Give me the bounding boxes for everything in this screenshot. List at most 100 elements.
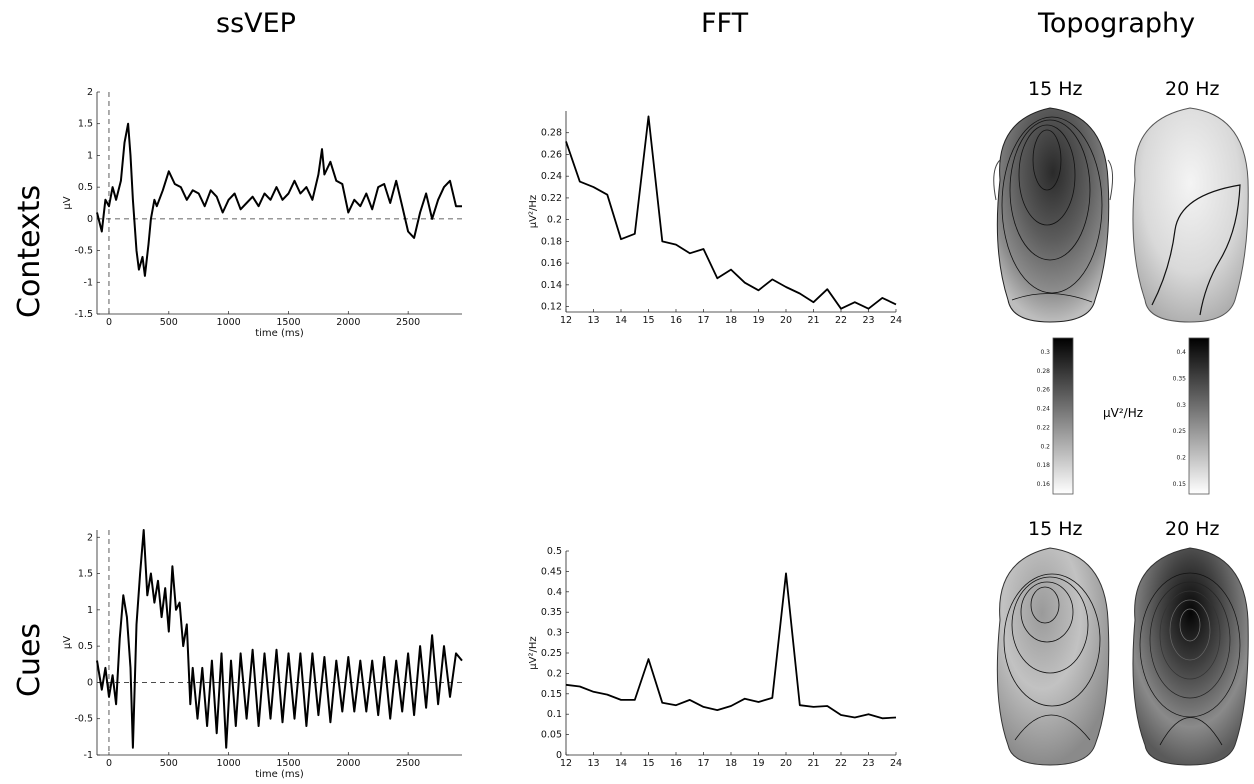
y-tick-label: -1 bbox=[84, 277, 93, 288]
y-tick-label: 0.18 bbox=[541, 236, 562, 247]
colorbar-tick-label: 0.35 bbox=[1173, 375, 1187, 382]
x-tick-label: 24 bbox=[890, 758, 902, 769]
y-axis-label: µV²/Hz bbox=[528, 195, 539, 228]
x-tick-label: 2500 bbox=[396, 317, 420, 328]
y-tick-label: 1.5 bbox=[78, 119, 93, 130]
x-axis-label: time (ms) bbox=[255, 769, 304, 780]
x-tick-label: 24 bbox=[890, 315, 902, 326]
x-tick-label: 0 bbox=[106, 317, 112, 328]
y-axis-label: µV²/Hz bbox=[528, 636, 539, 669]
colorbar-tick-label: 0.15 bbox=[1173, 481, 1187, 488]
y-tick-label: -1.5 bbox=[74, 309, 93, 320]
x-tick-label: 1000 bbox=[217, 317, 241, 328]
head-contexts-20hz bbox=[1132, 107, 1249, 323]
column-title-topography: Topography bbox=[1038, 8, 1196, 39]
colorbar-tick-label: 0.25 bbox=[1173, 428, 1187, 435]
y-tick-label: 1 bbox=[87, 150, 93, 161]
y-axis-label: µV bbox=[62, 636, 73, 649]
x-tick-label: 21 bbox=[807, 758, 819, 769]
y-tick-label: 0.4 bbox=[547, 587, 562, 598]
x-tick-label: 23 bbox=[862, 315, 874, 326]
colorbar-tick-label: 0.24 bbox=[1037, 406, 1051, 413]
x-tick-label: 15 bbox=[642, 315, 654, 326]
colorbar-tick-label: 0.18 bbox=[1037, 462, 1051, 469]
topo-cues-15hz-label: 15 Hz bbox=[1028, 518, 1083, 540]
colorbar-tick-label: 0.16 bbox=[1037, 481, 1051, 488]
y-tick-label: 0 bbox=[87, 214, 93, 225]
series-line bbox=[96, 529, 463, 749]
colorbar-tick-label: 0.22 bbox=[1037, 424, 1051, 431]
y-tick-label: 0.2 bbox=[547, 668, 562, 679]
y-tick-label: 0.14 bbox=[541, 280, 562, 291]
y-axis-label: µV bbox=[62, 196, 73, 209]
series-line bbox=[565, 115, 897, 310]
x-tick-label: 1500 bbox=[276, 758, 300, 769]
y-tick-label: 0.5 bbox=[78, 182, 93, 193]
y-tick-label: 0.05 bbox=[541, 730, 562, 741]
x-axis-label: time (ms) bbox=[255, 328, 304, 339]
y-tick-label: 0.3 bbox=[547, 628, 562, 639]
y-tick-label: 1.5 bbox=[78, 569, 93, 580]
y-tick-label: 0.5 bbox=[78, 641, 93, 652]
y-tick-label: 0 bbox=[87, 677, 93, 688]
x-tick-label: 19 bbox=[752, 758, 764, 769]
colorbar-left bbox=[1052, 337, 1074, 495]
x-tick-label: 12 bbox=[560, 758, 572, 769]
head-cues-20hz bbox=[1132, 547, 1249, 766]
y-tick-label: -0.5 bbox=[74, 714, 93, 725]
x-tick-label: 1500 bbox=[276, 317, 300, 328]
x-tick-label: 22 bbox=[835, 758, 847, 769]
y-tick-label: 0.2 bbox=[547, 215, 562, 226]
chart-contexts-fft: 12 13 14 15 16 17 18 19 20 21 22 23 24 0.12 0.14 0.16 0.… bbox=[528, 111, 902, 326]
y-tick-label: 0.45 bbox=[541, 566, 562, 577]
x-tick-label: 13 bbox=[587, 315, 599, 326]
series-line bbox=[96, 122, 462, 277]
y-tick-label: 0.25 bbox=[541, 648, 562, 659]
y-tick-label: -1 bbox=[84, 750, 93, 761]
y-tick-label: 0.28 bbox=[541, 128, 562, 139]
x-tick-label: 2000 bbox=[336, 758, 360, 769]
colorbar-right-ticks: 0.4 0.35 0.3 0.25 0.2 0.15 bbox=[1173, 349, 1187, 488]
colorbar-right bbox=[1188, 337, 1210, 495]
colorbar-tick-label: 0.28 bbox=[1037, 368, 1051, 375]
colorbar-tick-label: 0.26 bbox=[1037, 387, 1051, 394]
x-tick-label: 16 bbox=[670, 758, 682, 769]
x-tick-label: 17 bbox=[697, 315, 709, 326]
y-tick-label: 0.26 bbox=[541, 149, 562, 160]
x-tick-label: 12 bbox=[560, 315, 572, 326]
x-tick-label: 19 bbox=[752, 315, 764, 326]
y-tick-label: 0.35 bbox=[541, 607, 562, 618]
column-title-ssvep: ssVEP bbox=[216, 8, 296, 39]
colorbar-tick-label: 0.4 bbox=[1176, 349, 1186, 356]
topo-contexts-15hz-label: 15 Hz bbox=[1028, 78, 1083, 100]
chart-cues-ssvep: 0 500 1000 1500 2000 2500 -1 -0.5 0 0.5 1 1.5 2 time … bbox=[62, 529, 463, 780]
y-tick-label: 0.16 bbox=[541, 258, 562, 269]
y-tick-label: 2 bbox=[87, 87, 93, 98]
colorbar-tick-label: 0.2 bbox=[1176, 455, 1186, 462]
y-tick-label: -0.5 bbox=[74, 246, 93, 257]
y-tick-label: 0.1 bbox=[547, 709, 562, 720]
chart-cues-fft: 12 13 14 15 16 17 18 19 20 21 22 23 24 0 0.05 0.1 0.15 0.… bbox=[528, 546, 902, 769]
x-tick-label: 20 bbox=[780, 758, 792, 769]
colorbar-tick-label: 0.3 bbox=[1176, 402, 1186, 409]
x-tick-label: 17 bbox=[697, 758, 709, 769]
x-tick-label: 22 bbox=[835, 315, 847, 326]
y-tick-label: 0.15 bbox=[541, 689, 562, 700]
x-tick-label: 20 bbox=[780, 315, 792, 326]
x-tick-label: 0 bbox=[106, 758, 112, 769]
x-tick-label: 1000 bbox=[217, 758, 241, 769]
column-title-fft: FFT bbox=[701, 8, 749, 39]
y-tick-label: 1 bbox=[87, 605, 93, 616]
topo-cues-20hz-label: 20 Hz bbox=[1165, 518, 1220, 540]
colorbar-left-ticks: 0.3 0.28 0.26 0.24 0.22 0.2 0.18 0.16 bbox=[1037, 349, 1051, 488]
colorbar-tick-label: 0.2 bbox=[1040, 443, 1050, 450]
y-tick-label: 0.5 bbox=[547, 546, 562, 557]
x-tick-label: 500 bbox=[160, 317, 178, 328]
y-tick-label: 2 bbox=[87, 532, 93, 543]
x-tick-label: 18 bbox=[725, 758, 737, 769]
chart-contexts-ssvep: 0 500 1000 1500 2000 2500 -1.5 -1 -0.5 0 0.5 1 1.5 2 t… bbox=[62, 87, 462, 339]
topo-contexts-20hz-label: 20 Hz bbox=[1165, 78, 1220, 100]
y-tick-label: 0.24 bbox=[541, 171, 562, 182]
